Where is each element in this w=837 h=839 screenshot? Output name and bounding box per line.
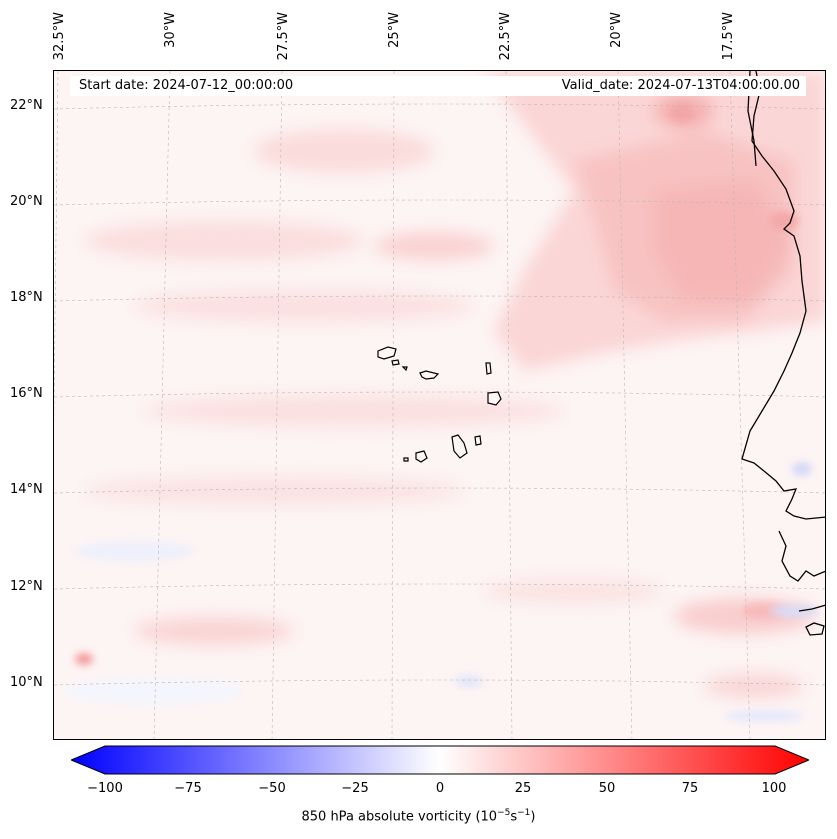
- lat-label-18n: 18°N: [10, 290, 43, 305]
- vorticity-map: [53, 70, 826, 740]
- colorbar-tick: −25: [341, 781, 369, 796]
- colorbar-label: 850 hPa absolute vorticity (10−5s−1): [0, 808, 837, 824]
- info-bar: Start date: 2024-07-12_00:00:00 Valid_da…: [70, 76, 806, 96]
- colorbar-label-mid: s: [510, 809, 518, 825]
- colorbar-tick: −100: [87, 781, 123, 796]
- colorbar-tick: −50: [258, 781, 286, 796]
- valid-date-label: Valid_date: 2024-07-13T04:00:00.00: [561, 78, 800, 93]
- graticule: [54, 71, 825, 739]
- colorbar-gradient: [69, 745, 811, 775]
- lon-label-20w: 20°W: [609, 12, 624, 48]
- colorbar-tick: 0: [435, 781, 445, 796]
- colorbar-label-exp2: −1: [517, 808, 531, 818]
- lat-label-20n: 20°N: [10, 194, 43, 209]
- lon-label-22-5w: 22.5°W: [498, 12, 513, 61]
- start-date-label: Start date: 2024-07-12_00:00:00: [79, 78, 294, 93]
- positive-vorticity-shading: [84, 71, 825, 698]
- colorbar-tick: 50: [598, 781, 616, 796]
- colorbar-tick: −75: [174, 781, 202, 796]
- lon-label-32-5w: 32.5°W: [52, 12, 67, 61]
- colorbar-label-end: ): [530, 809, 536, 825]
- colorbar-tick: 25: [514, 781, 532, 796]
- lat-label-16n: 16°N: [10, 386, 43, 401]
- colorbar-label-main: 850 hPa absolute vorticity (10: [301, 809, 498, 825]
- colorbar-tick: 100: [761, 781, 787, 796]
- negative-vorticity-shading: [64, 462, 819, 722]
- vorticity-field: [54, 71, 825, 739]
- colorbar-label-exp1: −5: [497, 808, 511, 818]
- colorbar-tick: 75: [681, 781, 699, 796]
- lat-label-14n: 14°N: [10, 482, 43, 497]
- vorticity-spots: [75, 104, 798, 665]
- colorbar: [69, 745, 811, 775]
- lon-label-25w: 25°W: [387, 12, 402, 48]
- lat-label-22n: 22°N: [10, 98, 43, 113]
- lon-label-17-5w: 17.5°W: [721, 12, 736, 61]
- lon-label-30w: 30°W: [163, 12, 178, 48]
- cape-verde-islands: [377, 346, 502, 463]
- lat-label-12n: 12°N: [10, 579, 43, 594]
- lat-label-10n: 10°N: [10, 675, 43, 690]
- lon-label-27-5w: 27.5°W: [276, 12, 291, 61]
